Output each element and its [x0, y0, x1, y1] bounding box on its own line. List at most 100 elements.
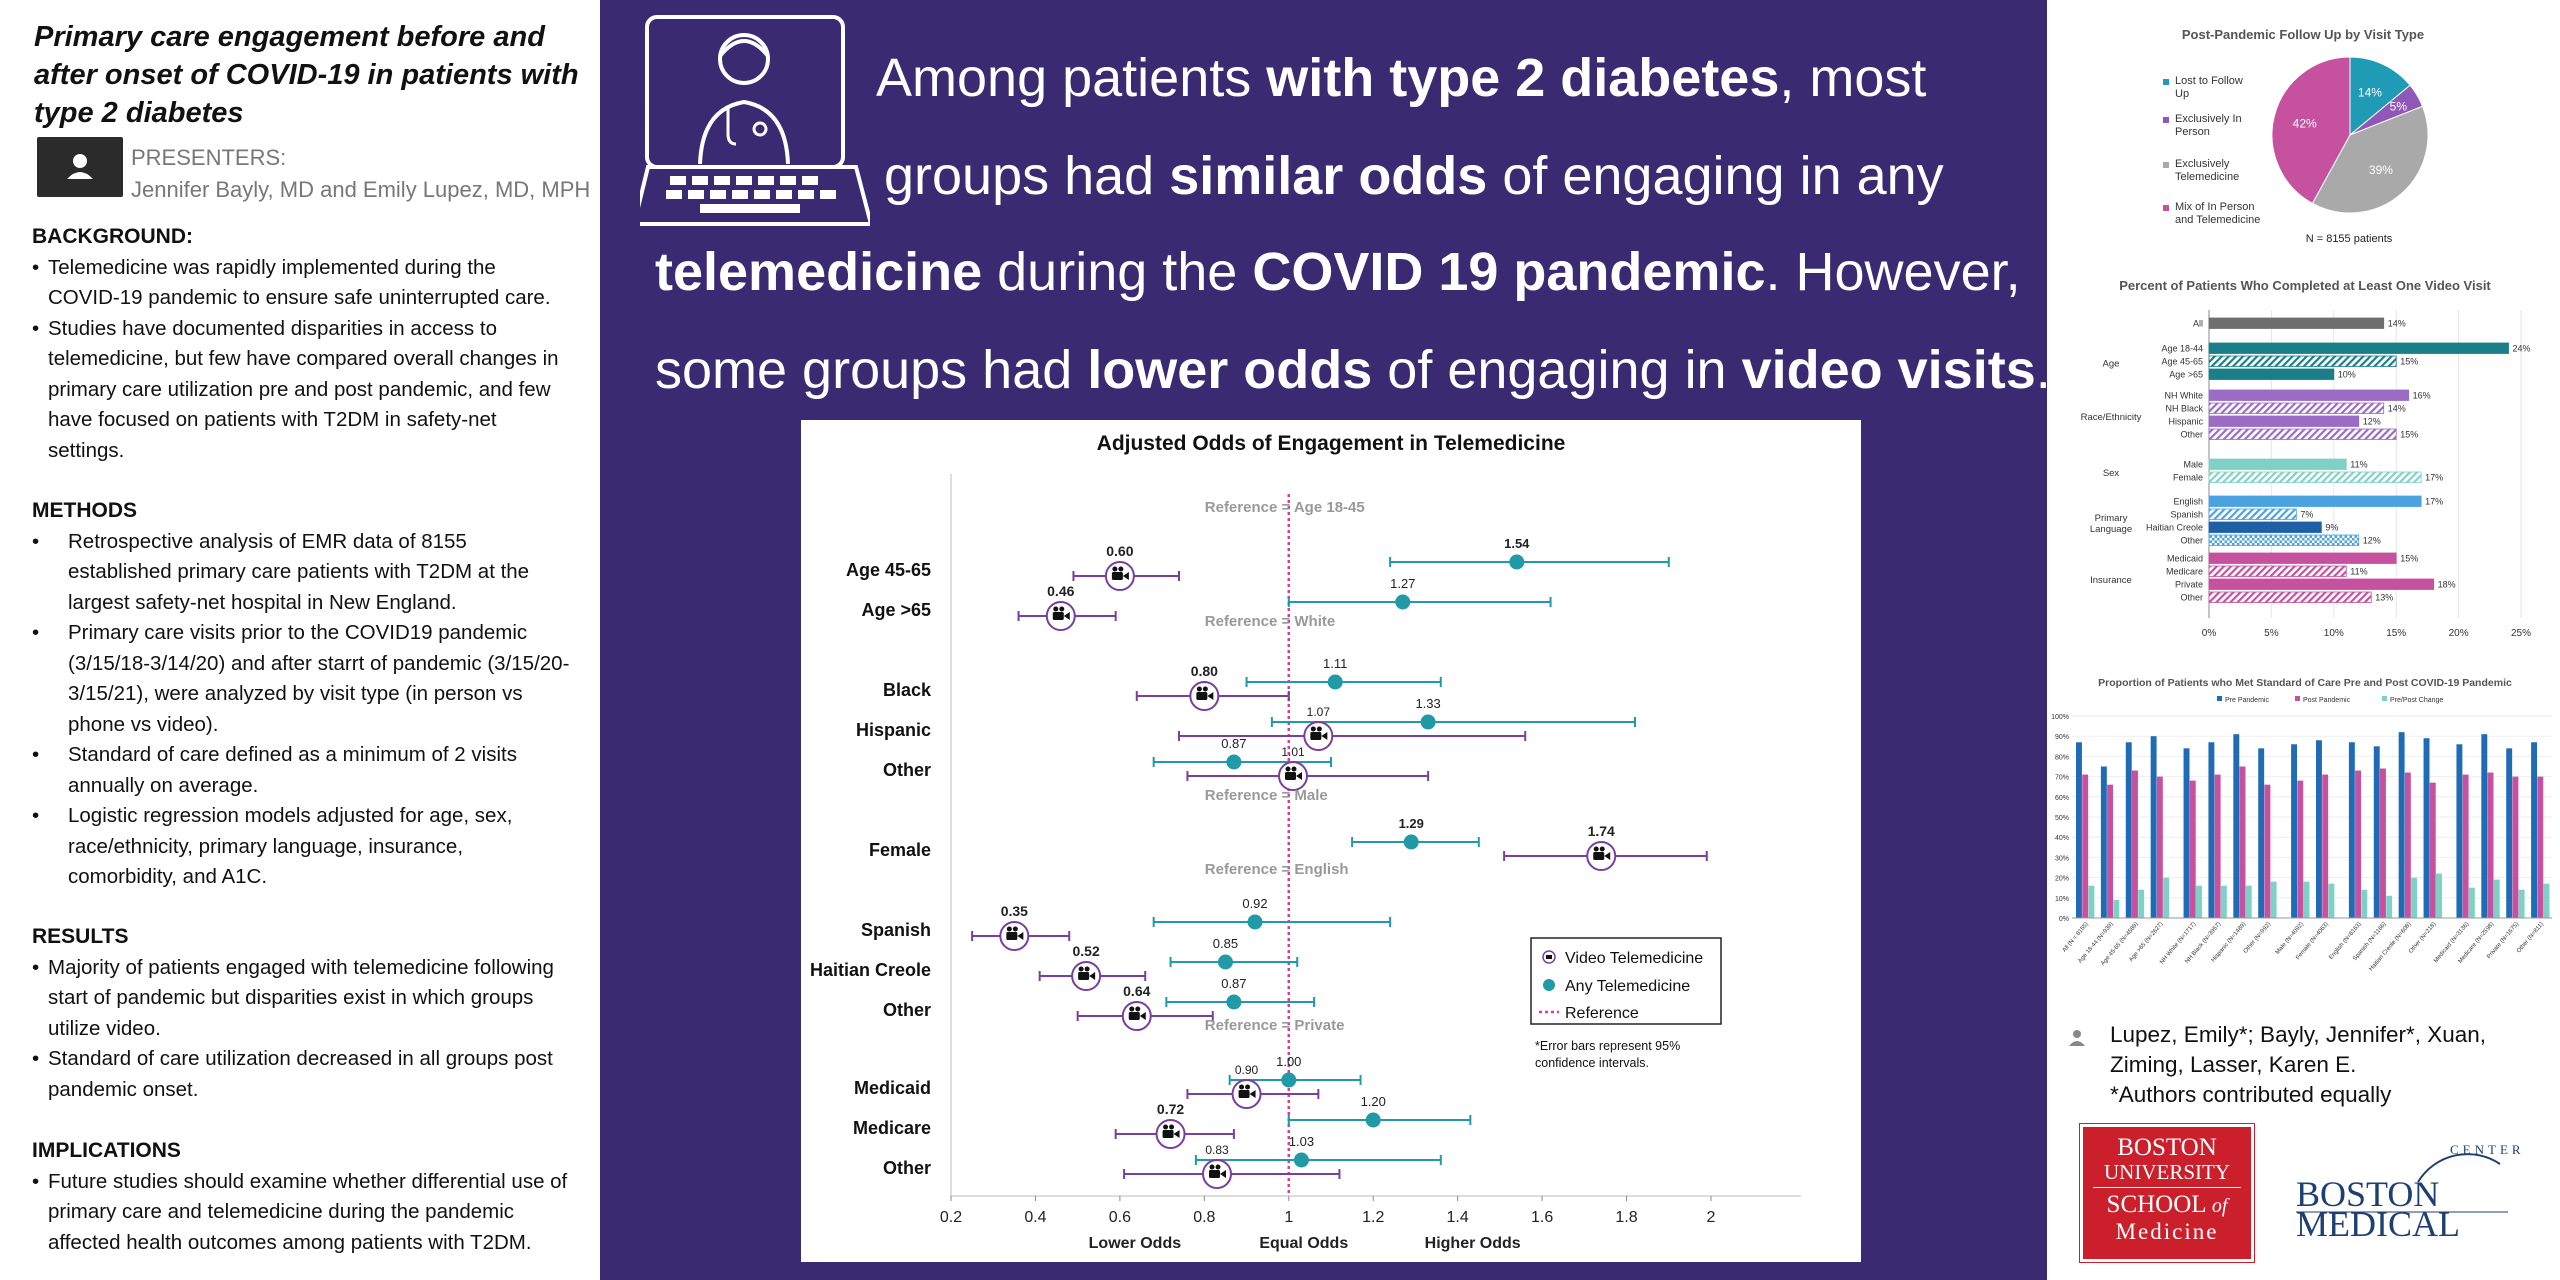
presenters: PRESENTERS: Jennifer Bayly, MD and Emily…: [131, 142, 601, 206]
video-telemedicine-value: 0.35: [1001, 903, 1028, 919]
headline-text: of engaging in: [1372, 340, 1742, 400]
background-heading: BACKGROUND:: [32, 225, 193, 248]
headline-line-4: some groups had lower odds of engaging i…: [655, 338, 2102, 402]
headline-emphasis: lower odds: [1087, 340, 1373, 400]
video-telemedicine-value: 1.01: [1281, 745, 1305, 759]
reference-group-label: Reference = Age 18-45: [1205, 499, 1365, 516]
hbar-bar: [2208, 458, 2347, 470]
vbar-bar: [2088, 885, 2095, 918]
vbar-bar: [2183, 748, 2190, 918]
reference-group-label: Reference = Male: [1205, 787, 1328, 804]
any-telemedicine-value: 1.33: [1415, 696, 1440, 711]
pie-slice: [2311, 105, 2429, 214]
vbar-bar: [2270, 881, 2277, 918]
hbar-tick-label: 25%: [2511, 628, 2531, 639]
row-label: Medicaid: [854, 1078, 931, 1098]
video-camera-icon: [1122, 572, 1129, 580]
methods-item: Primary care visits prior to the COVID19…: [32, 618, 572, 740]
vbar-bar: [2297, 780, 2304, 918]
vbar-tick-label: 50%: [2055, 815, 2069, 822]
forest-plot: Adjusted Odds of Engagement in Telemedic…: [810, 432, 1801, 1252]
vbar-bar: [2322, 774, 2329, 918]
x-direction-label: Equal Odds: [1259, 1235, 1348, 1252]
pie-legend-label: and Telemedicine: [2175, 214, 2260, 226]
vbar-legend-label: Pre Pandemic: [2225, 697, 2269, 704]
hbar-bar-label: Hispanic: [2168, 417, 2203, 427]
vbar-bar: [2291, 744, 2298, 918]
pie-slice: [2349, 56, 2411, 137]
hbar-bar: [2208, 565, 2347, 577]
any-telemedicine-point: [1420, 714, 1436, 730]
hbar-bar: [2208, 521, 2322, 533]
person-icon: [67, 154, 93, 179]
headline-text: . However,: [1765, 242, 2021, 302]
any-telemedicine-point: [1247, 914, 1263, 930]
vbar-tick-label: 20%: [2055, 876, 2069, 883]
video-camera-icon: [1239, 1084, 1245, 1090]
video-camera-icon: [1053, 606, 1059, 612]
any-telemedicine-value: 0.92: [1242, 896, 1267, 911]
video-camera-icon: [1006, 932, 1018, 940]
vbar-bar: [2303, 881, 2310, 918]
headline-text: Among patients: [876, 48, 1267, 108]
pie-legend-swatch: [2163, 205, 2169, 211]
video-camera-icon: [1163, 1124, 1169, 1130]
vbar-bar: [2373, 746, 2380, 918]
video-camera-icon: [1169, 1124, 1175, 1130]
hbar-bar: [2208, 508, 2297, 520]
vbar-bar: [2138, 889, 2145, 918]
vbar-bar: [2481, 734, 2488, 918]
any-telemedicine-point: [1293, 1152, 1309, 1168]
video-camera-icon: [1052, 612, 1064, 620]
pie-legend-label: Mix of In Person: [2175, 201, 2254, 213]
any-telemedicine-point: [1226, 754, 1242, 770]
vbar-bar: [2348, 742, 2355, 918]
vbar-bar: [2113, 899, 2120, 918]
video-camera-icon: [1173, 1130, 1180, 1138]
any-telemedicine-value: 0.85: [1213, 936, 1238, 951]
legend-box: [1530, 937, 1722, 1025]
hbar-value-label: 15%: [2400, 554, 2418, 564]
video-camera-icon: [1084, 966, 1090, 972]
presenters-label: PRESENTERS:: [131, 145, 287, 170]
video-camera-icon: [1321, 732, 1328, 740]
vbar-bar: [2537, 776, 2544, 918]
video-camera-icon: [1285, 772, 1296, 780]
x-tick-label: 1.8: [1615, 1209, 1637, 1226]
hbar-bar: [2208, 578, 2435, 590]
hbar-tick-label: 10%: [2324, 628, 2344, 639]
any-telemedicine-value: 1.11: [1323, 656, 1347, 671]
presenters-names: Jennifer Bayly, MD and Emily Lupez, MD, …: [131, 177, 591, 202]
bu-logo-text: of: [2211, 1195, 2228, 1217]
video-camera-icon: [1162, 1130, 1174, 1138]
row-label: Hispanic: [856, 720, 931, 740]
x-tick-label: 0.4: [1024, 1209, 1046, 1226]
vbar-bar: [2518, 889, 2525, 918]
hbar-group-label: Primary: [2095, 513, 2128, 524]
vbar-bar: [2462, 774, 2469, 918]
bu-logo-text: UNIVERSITY: [2104, 1160, 2230, 1184]
video-camera-icon: [1006, 926, 1012, 932]
pie-chart: Post-Pandemic Follow Up by Visit Type 14%…: [2163, 27, 2429, 245]
hbar-bar: [2208, 552, 2397, 564]
doctor-laptop-icon: [640, 15, 870, 226]
vbar-bar: [2361, 889, 2368, 918]
vbar-bar: [2512, 776, 2519, 918]
hbar-bar-label: Age >65: [2169, 370, 2203, 380]
hbar-bar: [2208, 415, 2360, 427]
video-telemedicine-value: 1.74: [1588, 823, 1615, 839]
row-label: Female: [869, 840, 931, 860]
hbar-bar-label: All: [2193, 319, 2203, 329]
hbar-bar: [2208, 389, 2410, 401]
video-camera-icon: [1089, 972, 1096, 980]
vbar-bar: [2506, 748, 2513, 918]
results-item: Standard of care utilization decreased i…: [32, 1044, 572, 1105]
hbar-title: Percent of Patients Who Completed at Lea…: [2119, 278, 2491, 293]
hbar-group-label: Race/Ethnicity: [2081, 412, 2142, 423]
pie-legend-label: Lost to Follow: [2175, 75, 2243, 87]
video-camera-icon: [1017, 932, 1024, 940]
vbar-bar: [2233, 734, 2240, 918]
x-direction-label: Higher Odds: [1425, 1235, 1521, 1252]
legend-label: Reference: [1565, 1005, 1639, 1022]
video-camera-icon: [1310, 732, 1322, 740]
